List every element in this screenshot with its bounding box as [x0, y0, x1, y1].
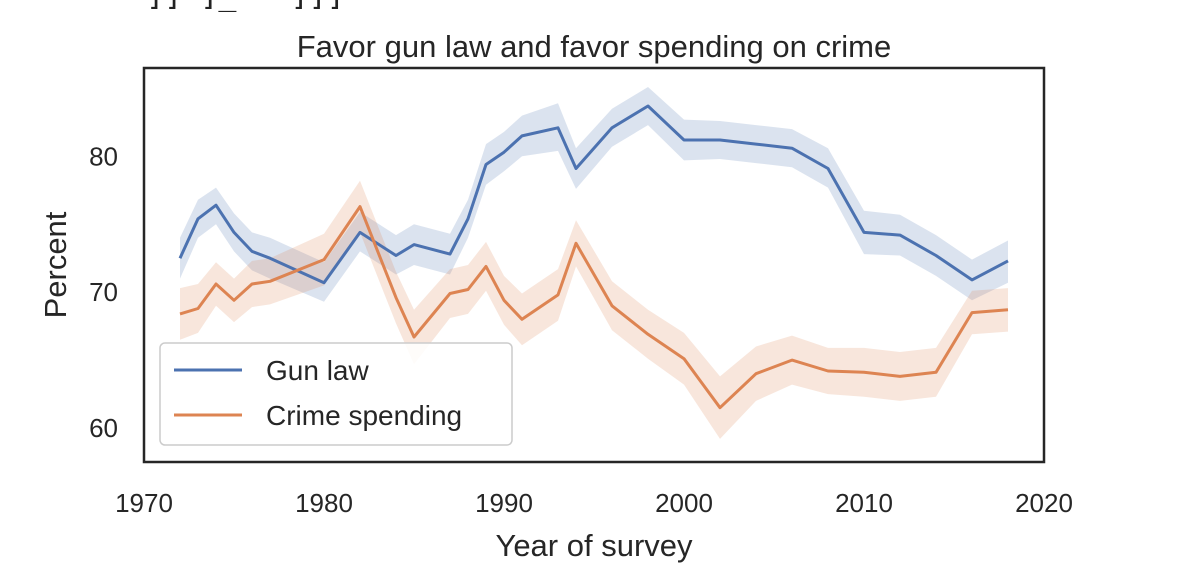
- x-tick-label: 1970: [115, 488, 173, 518]
- crime-spending-series-line: [179, 205, 1009, 410]
- legend-box: [159, 342, 513, 446]
- y-tick-label: 80: [89, 141, 118, 171]
- y-tick-label: 70: [89, 277, 118, 307]
- series-lines: [178, 104, 1009, 410]
- x-tick-label: 2020: [1015, 488, 1073, 518]
- gun-law-series-line: [178, 104, 1009, 285]
- x-tick-label: 1980: [295, 488, 353, 518]
- plot-frame: [142, 66, 1046, 464]
- y-tick-label: 60: [89, 413, 118, 443]
- legend: Gun law Crime spending: [159, 342, 513, 446]
- legend-label-gun-law: Gun law: [266, 355, 369, 386]
- y-axis-label: Percent: [38, 211, 73, 318]
- x-tick-label: 1990: [475, 488, 533, 518]
- x-tick-label: 2000: [655, 488, 713, 518]
- x-tick-label: 2010: [835, 488, 893, 518]
- clipped-code-line: ]] ]_ ]]]: [110, 0, 345, 13]
- chart-title: Favor gun law and favor spending on crim…: [297, 29, 892, 64]
- x-tick-labels: 1970 1980 1990 2000 2010 2020: [115, 488, 1073, 518]
- x-axis-label: Year of survey: [495, 528, 693, 563]
- legend-label-crime-spending: Crime spending: [266, 400, 462, 431]
- crime-spending-confidence-band: [180, 180, 1008, 439]
- y-tick-labels: 60 70 80: [89, 141, 118, 443]
